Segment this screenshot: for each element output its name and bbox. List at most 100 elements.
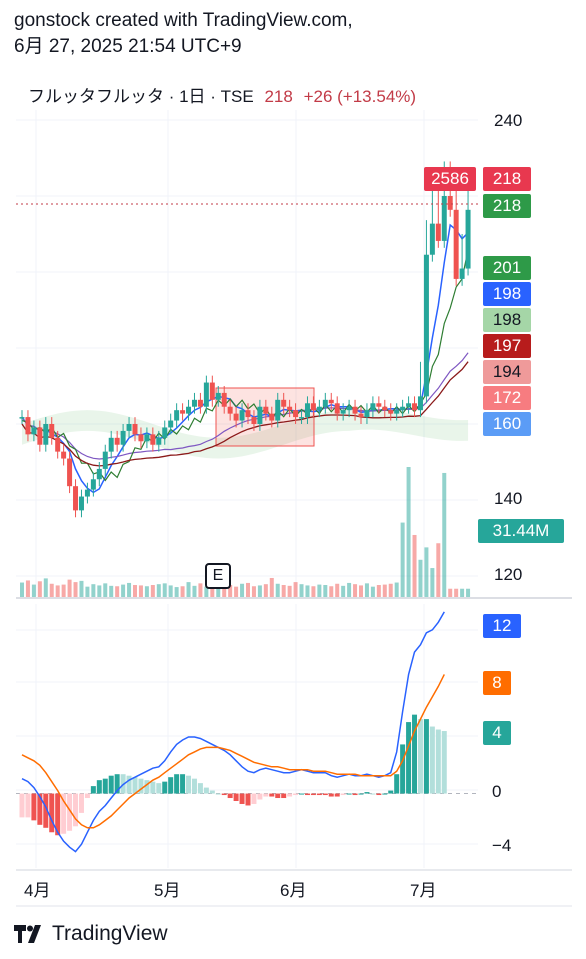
volume-bar [406,467,411,597]
earnings-badge[interactable]: E [205,563,231,589]
macd-histogram-bar [49,793,55,833]
candle-body [55,437,61,452]
volume-bar [168,585,173,597]
macd-histogram-bar [275,793,281,799]
macd-histogram-bar [227,793,233,799]
volume-bar [91,584,96,597]
volume-bar [55,585,60,597]
symbol-legend[interactable]: フルッタフルッタ · 1日 · TSE 218 +26 (+13.54%) [28,82,416,107]
candle-body [459,268,465,279]
candle-body [263,406,269,414]
macd-histogram-bar [156,783,162,794]
volume-bar [246,582,250,597]
candle-body [162,427,168,438]
macd-histogram-bar [191,778,197,794]
price-tag-2586: 2586 [424,167,476,191]
macd-histogram-bar [90,786,96,794]
candle-body [358,413,364,418]
candle-body [394,410,400,414]
macd-histogram-bar [441,731,447,794]
x-tick-apr: 4月 [24,881,51,900]
volume-bar [43,578,48,597]
candle-body [322,399,328,407]
candle-body [102,451,108,469]
y-tick-140: 140 [494,489,523,508]
candle-body [186,406,192,414]
candle-body [126,424,132,431]
macd-histogram-bar [126,775,132,794]
candle-body [453,209,459,279]
macd-histogram-bar [108,775,114,794]
volume-bar [448,588,453,597]
macd-tag: 12 [483,614,521,638]
volume-bar [103,583,108,597]
macd-histogram-bar [215,793,221,795]
macd-histogram-bar [310,793,316,796]
volume-bar [37,581,42,597]
volume-bar [228,585,233,597]
candle-body [251,417,257,424]
candle-body [209,382,215,400]
volume-bar [222,584,227,597]
candle-body [269,413,275,421]
candle-body [197,399,203,407]
candle-body [180,410,186,414]
volume-bar [61,584,66,597]
volume-bar [376,585,381,597]
macd-histogram-bar [352,793,358,796]
volume-bar [210,585,215,597]
candle-body [370,403,376,411]
macd-histogram-bar [78,793,84,813]
candle-body [31,427,37,435]
candle-body [37,427,43,445]
price-tag-198-blue: 198 [483,282,531,306]
candle-body [150,434,156,445]
ichimoku-cloud [22,408,469,459]
volume-bar [257,585,262,597]
candle-body [144,434,150,442]
candle-body [340,410,346,414]
volume-bar [263,584,268,597]
macd-histogram-bar [245,793,251,806]
macd-histogram-bar [382,793,388,795]
candle-body [310,403,316,411]
macd-histogram-bar [346,793,352,795]
price-change: +26 (+13.54%) [303,87,417,106]
volume-bar [317,584,322,597]
ichimoku-lagging-line [21,249,469,482]
histogram-tag: 4 [483,721,511,745]
macd-histogram-bar [73,793,79,827]
candle-body [233,413,239,421]
volume-bar [353,584,358,597]
volume-bar [388,583,393,597]
candle-body [299,417,305,419]
volume-bar [31,584,36,597]
macd-histogram-bar [132,777,138,794]
candle-body [96,468,102,480]
candle-body [67,458,73,487]
macd-histogram-bar [423,719,429,794]
candle-body [156,437,162,445]
macd-histogram-bar [96,780,102,794]
macd-histogram-bar [61,793,67,834]
sma-5-line [21,223,469,494]
price-tag-close-218: 218 [483,194,531,218]
volume-bar [192,585,197,597]
volume-bar [299,584,304,597]
tradingview-brand[interactable]: TradingView [14,922,168,946]
volume-bar [382,584,387,597]
candle-body [49,424,55,438]
macd-histogram-bar [239,793,245,804]
volume-bar [240,583,245,597]
candle-body [174,410,180,421]
volume-bar [329,586,334,597]
volume-bar [133,585,137,597]
volume-bar [359,585,363,597]
candle-body [423,254,429,397]
volume-bar [156,584,161,597]
candle-body [73,486,79,511]
macd-histogram-bar [162,781,168,794]
macd-histogram-bar [394,774,400,794]
candle-body [221,392,227,407]
